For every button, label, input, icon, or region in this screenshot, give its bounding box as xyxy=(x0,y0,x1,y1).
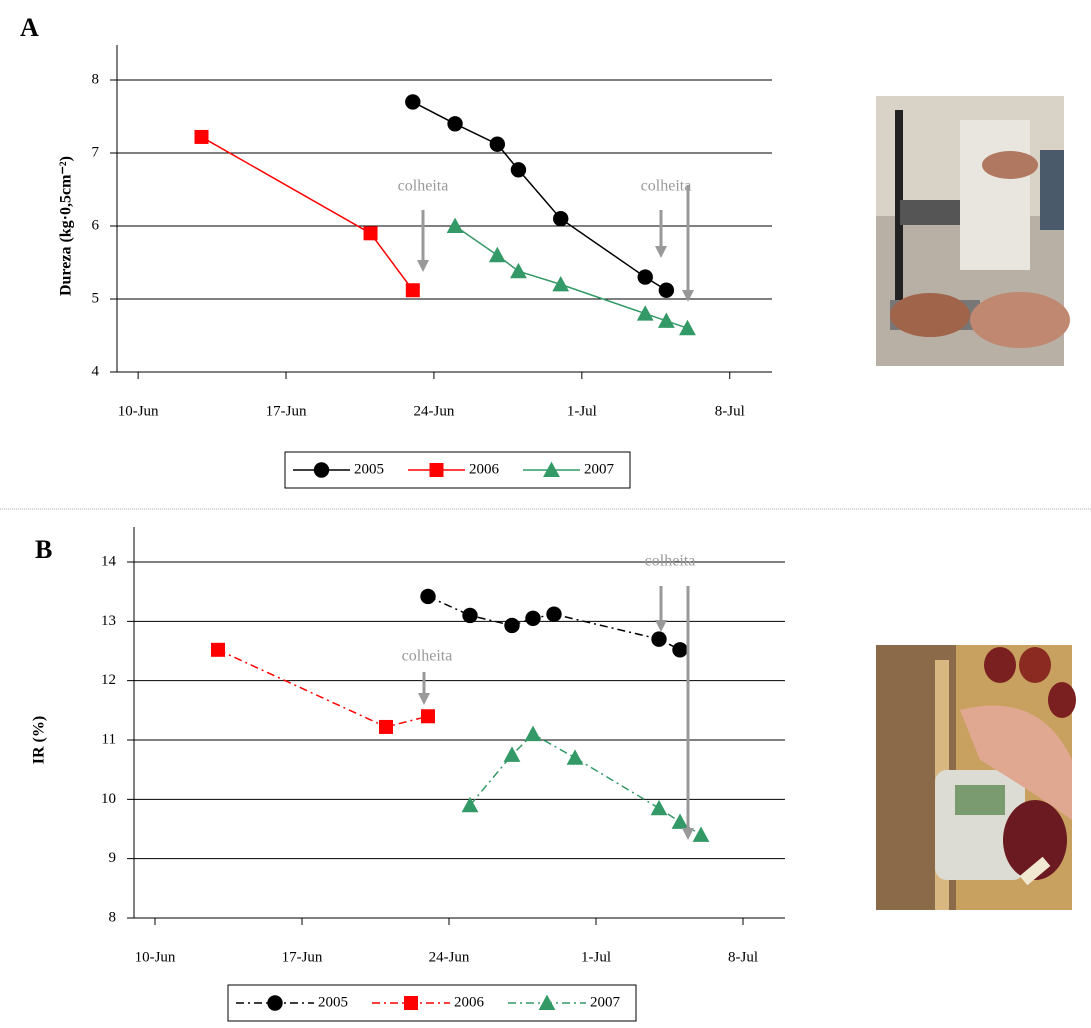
marker xyxy=(503,746,521,762)
marker xyxy=(211,642,225,657)
annotation: colheita xyxy=(402,648,453,665)
annotation: colheita xyxy=(398,178,449,195)
marker xyxy=(553,211,569,227)
marker xyxy=(637,269,653,285)
y-tick-label: 7 xyxy=(92,144,100,160)
series-line xyxy=(469,733,702,836)
marker xyxy=(543,461,560,477)
marker xyxy=(552,276,570,292)
y-tick-label: 5 xyxy=(92,290,100,306)
x-tick-label: 10-Jun xyxy=(118,403,159,419)
y-tick-label: 13 xyxy=(101,613,116,629)
x-tick-label: 24-Jun xyxy=(429,949,470,965)
panel-label: B xyxy=(35,535,52,564)
y-tick-label: 10 xyxy=(101,791,116,807)
x-tick-label: 1-Jul xyxy=(567,403,597,419)
marker xyxy=(488,246,506,263)
y-axis-title: IR (%) xyxy=(31,716,48,764)
marker xyxy=(658,282,675,298)
marker xyxy=(489,136,506,152)
marker xyxy=(671,813,689,829)
photo-refractometer xyxy=(876,645,1076,910)
chart: B IR (%) 8 9 10 11 12 13 14 10-Jun 17-Jun 24-Jun 1-J… xyxy=(31,527,785,1022)
marker xyxy=(525,610,541,627)
marker xyxy=(429,463,444,477)
annotation: colheita xyxy=(645,553,696,570)
legend-label: 2006 xyxy=(469,461,500,477)
series-line xyxy=(217,649,429,728)
marker xyxy=(404,996,418,1010)
legend-label: 2006 xyxy=(454,994,485,1010)
annotation: colheita xyxy=(641,178,692,195)
legend-label: 2005 xyxy=(318,994,348,1010)
marker xyxy=(679,319,696,336)
y-tick-label: 6 xyxy=(92,217,100,233)
chart: A Dureza (kg·0,5cm⁻²) 4 5 6 7 8 10-Jun 17-Jun 24-… xyxy=(20,13,772,489)
marker xyxy=(194,129,209,144)
y-tick-label: 9 xyxy=(109,850,117,866)
y-tick-label: 11 xyxy=(102,731,116,747)
marker xyxy=(405,94,421,110)
marker xyxy=(363,226,378,241)
marker xyxy=(267,995,283,1011)
legend-label: 2007 xyxy=(584,461,615,477)
marker xyxy=(379,719,393,734)
marker xyxy=(504,617,520,634)
marker xyxy=(446,217,464,233)
x-tick-label: 8-Jul xyxy=(728,949,758,965)
marker xyxy=(657,312,675,328)
x-tick-label: 24-Jun xyxy=(414,403,455,419)
marker xyxy=(462,607,478,624)
marker xyxy=(510,262,527,279)
marker xyxy=(510,162,527,178)
y-tick-label: 4 xyxy=(92,363,100,379)
marker xyxy=(672,642,688,658)
marker xyxy=(651,631,667,647)
marker xyxy=(421,709,435,724)
marker xyxy=(447,116,463,132)
marker xyxy=(420,588,436,605)
legend-label: 2005 xyxy=(354,461,384,477)
y-tick-label: 8 xyxy=(109,909,117,925)
series-line xyxy=(427,595,681,651)
marker xyxy=(692,826,710,842)
marker xyxy=(524,725,542,742)
y-tick-label: 14 xyxy=(101,553,117,569)
marker xyxy=(538,994,556,1010)
photo-penetrometer xyxy=(876,96,1070,366)
marker xyxy=(461,796,479,813)
x-tick-label: 17-Jun xyxy=(266,403,307,419)
x-tick-label: 10-Jun xyxy=(135,949,176,965)
marker xyxy=(405,283,420,298)
x-tick-label: 1-Jul xyxy=(581,949,611,965)
legend-label: 2007 xyxy=(590,994,621,1010)
marker xyxy=(566,749,584,765)
marker xyxy=(546,606,562,622)
x-tick-label: 17-Jun xyxy=(282,949,323,965)
marker xyxy=(650,799,668,816)
marker xyxy=(636,305,654,321)
y-tick-label: 8 xyxy=(92,71,100,87)
x-tick-label: 8-Jul xyxy=(715,403,745,419)
y-axis-title: Dureza (kg·0,5cm⁻²) xyxy=(58,156,75,296)
series-line xyxy=(201,136,414,291)
marker xyxy=(313,462,330,478)
y-tick-label: 12 xyxy=(101,672,116,688)
panel-label: A xyxy=(20,13,39,42)
